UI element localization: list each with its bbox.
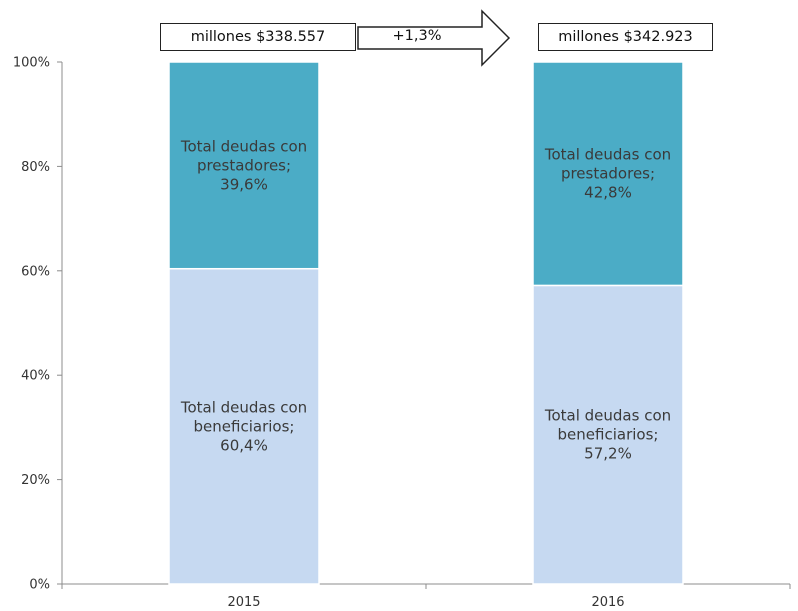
- y-tick-label: 20%: [21, 473, 50, 488]
- x-tick-label: 2016: [591, 595, 624, 610]
- y-tick-label: 60%: [21, 264, 50, 279]
- data-label: Total deudas con prestadores; 39,6%: [180, 137, 307, 193]
- total-label-2016: millones $342.923: [538, 23, 713, 51]
- bars: Total deudas con beneficiarios; 60,4% Total…: [168, 61, 684, 585]
- data-label: Total deudas con prestadores; 42,8%: [544, 146, 671, 202]
- growth-arrow: [357, 9, 511, 67]
- bar-segment-beneficiarios: [532, 284, 684, 585]
- data-label: Total deudas con beneficiarios; 57,2%: [544, 407, 671, 463]
- y-tick-label: 80%: [21, 160, 50, 175]
- x-tick-label: 2015: [227, 595, 260, 610]
- y-tick-label: 40%: [21, 369, 50, 384]
- bar-segment-prestadores: [168, 61, 320, 270]
- growth-label: +1,3%: [392, 28, 442, 44]
- bar-segment-beneficiarios: [168, 267, 320, 585]
- y-tick-label: 0%: [29, 578, 50, 593]
- data-label: Total deudas con beneficiarios; 60,4%: [180, 398, 307, 454]
- y-axis: 0% 20% 40% 60% 80% 100%: [13, 56, 63, 593]
- bar-segment-prestadores: [532, 61, 684, 287]
- y-tick-label: 100%: [13, 56, 50, 71]
- total-label-2015: millones $338.557: [160, 23, 356, 51]
- x-axis: 2015 2016: [61, 583, 791, 610]
